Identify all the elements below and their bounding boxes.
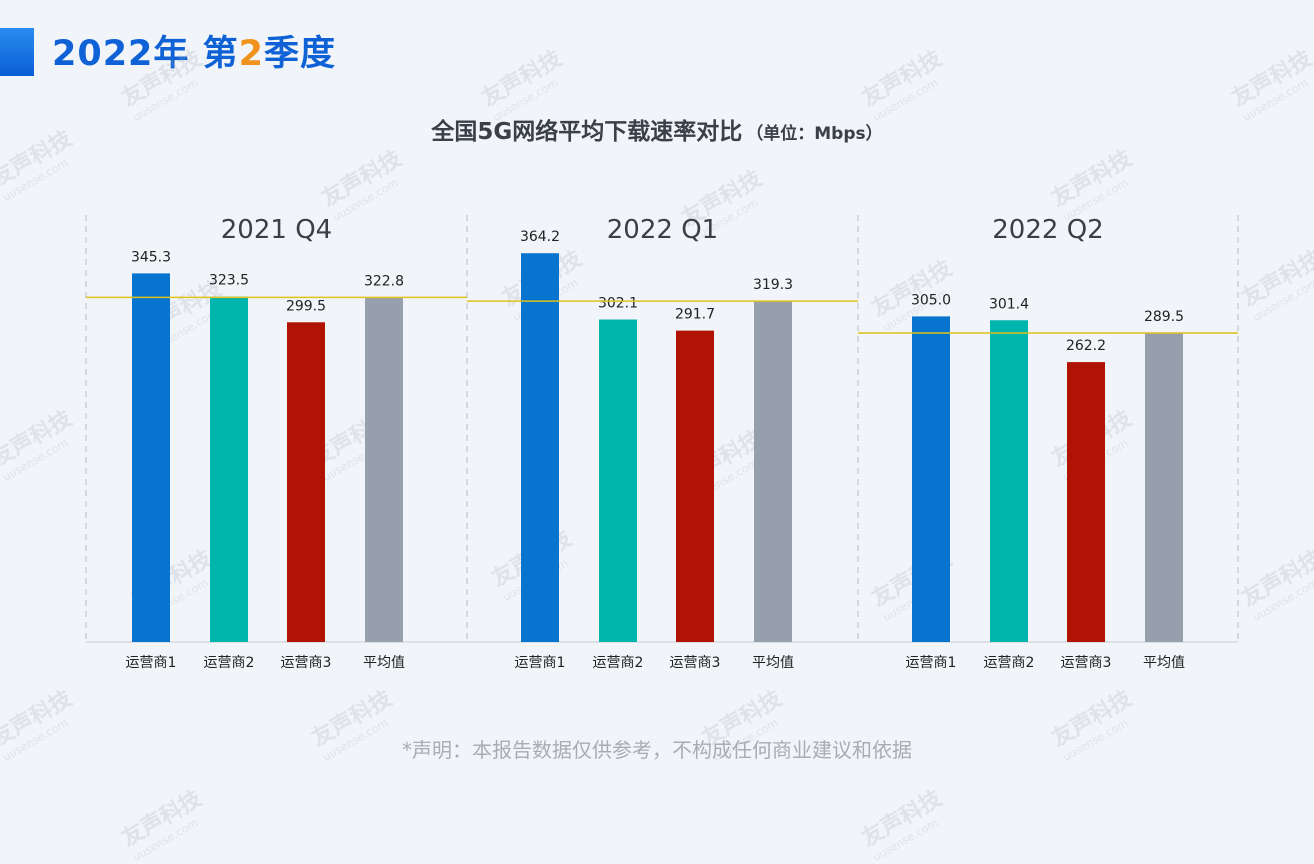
category-label: 运营商2 [984, 655, 1035, 671]
disclaimer: *声明：本报告数据仅供参考，不构成任何商业建议和依据 [402, 738, 912, 762]
bar-1 [912, 316, 950, 642]
category-label: 平均值 [363, 655, 405, 671]
data-label: 262.2 [1066, 338, 1106, 354]
panel-title: 2021 Q4 [221, 215, 332, 245]
bar-2 [599, 319, 637, 642]
category-label: 运营商1 [515, 655, 566, 671]
category-label: 运营商3 [1061, 655, 1112, 671]
bar-1 [132, 273, 170, 642]
bar-2 [210, 296, 248, 642]
data-label: 302.1 [598, 296, 638, 312]
category-label: 运营商3 [670, 655, 721, 671]
bar-4 [754, 301, 792, 642]
bar-4 [365, 297, 403, 642]
title-quarter-number: 2 [238, 34, 264, 74]
data-label: 322.8 [364, 273, 404, 289]
category-label: 运营商2 [204, 655, 255, 671]
data-label: 299.5 [286, 298, 326, 314]
chart-title: 全国5G网络平均下载速率对比 （单位：Mbps） [0, 112, 1314, 146]
bar-3 [676, 330, 714, 642]
data-label: 291.7 [675, 307, 715, 323]
bar-2 [990, 320, 1028, 642]
bar-1 [521, 253, 559, 643]
data-label: 319.3 [753, 277, 793, 293]
category-label: 平均值 [1143, 655, 1185, 671]
category-label: 平均值 [752, 655, 794, 671]
category-label: 运营商2 [593, 655, 644, 671]
panel-title: 2022 Q2 [992, 215, 1103, 245]
page-title: 2022年 第2季度 [52, 30, 336, 78]
data-label: 301.4 [989, 296, 1029, 312]
data-label: 345.3 [131, 249, 171, 265]
bar-3 [287, 322, 325, 642]
accent-bar [0, 28, 34, 76]
title-suffix: 季度 [263, 34, 336, 74]
title-prefix: 2022年 第 [52, 34, 239, 74]
data-label: 289.5 [1144, 309, 1184, 325]
chart-title-text: 全国5G网络平均下载速率对比 [431, 119, 743, 145]
category-label: 运营商3 [281, 655, 332, 671]
bar-4 [1145, 332, 1183, 642]
category-label: 运营商1 [906, 655, 957, 671]
panel-title: 2022 Q1 [607, 215, 718, 245]
category-label: 运营商1 [126, 655, 177, 671]
data-label: 323.5 [209, 273, 249, 289]
data-label: 305.0 [911, 292, 951, 308]
bar-3 [1067, 362, 1105, 642]
chart-unit-label: （单位：Mbps） [746, 124, 883, 144]
bar-chart: 2021 Q4 345.3 运营商1 323.5 运营商2 299.5 运营商3 322.8 平… [85, 215, 1239, 671]
data-label: 364.2 [520, 229, 560, 245]
